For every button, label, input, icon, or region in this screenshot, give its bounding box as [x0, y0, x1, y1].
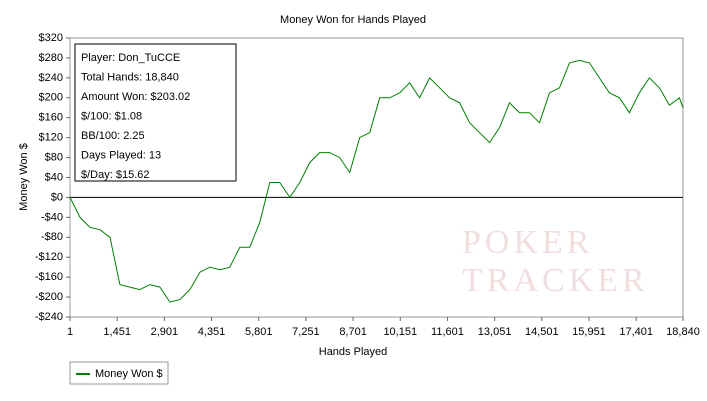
y-tick-label: $0 [51, 191, 63, 203]
series-line [69, 59, 684, 303]
info-line: $/100: $1.08 [81, 110, 142, 122]
x-tick-label: 10,151 [383, 326, 417, 338]
x-tick-label: 11,601 [431, 326, 464, 338]
x-tick-label: 13,051 [478, 326, 512, 338]
x-tick-label: 1 [67, 326, 73, 338]
x-tick-label: 18,840 [666, 326, 700, 338]
y-tick-label: $240 [39, 72, 63, 84]
y-tick-label: -$200 [35, 291, 63, 303]
info-line: $/Day: $15.62 [81, 169, 150, 181]
y-tick-label: $40 [45, 171, 63, 183]
y-tick-label: -$40 [41, 211, 63, 223]
y-tick-label: -$80 [41, 231, 63, 243]
info-line: BB/100: 2.25 [81, 130, 145, 142]
x-tick-label: 5,801 [245, 326, 273, 338]
x-tick-label: 4,351 [198, 326, 226, 338]
x-axis-label: Hands Played [319, 346, 388, 358]
y-tick-label: -$120 [35, 251, 63, 263]
y-tick-label: $320 [39, 32, 63, 44]
x-tick-label: 1,451 [103, 326, 131, 338]
y-tick-label: -$240 [35, 311, 63, 323]
chart-title: Money Won for Hands Played [280, 14, 426, 26]
y-tick-label: $120 [39, 132, 63, 144]
x-tick-label: 2,901 [151, 326, 179, 338]
y-axis-label: Money Won $ [18, 143, 30, 211]
legend-box [69, 361, 169, 385]
info-line: Total Hands: 18,840 [81, 71, 179, 83]
info-line: Days Played: 13 [81, 149, 161, 161]
watermark: TRACKER [462, 262, 649, 299]
info-box [74, 43, 237, 182]
watermark: POKER [462, 224, 593, 261]
x-tick-label: 17,401 [619, 326, 653, 338]
y-tick-label: -$160 [35, 271, 63, 283]
y-tick-label: $80 [45, 151, 63, 163]
info-line: Amount Won: $203.02 [81, 91, 190, 103]
y-tick-label: $160 [39, 112, 63, 124]
info-line: Player: Don_TuCCE [81, 52, 180, 64]
x-tick-label: 15,951 [572, 326, 606, 338]
legend-label: Money Won $ [95, 368, 163, 380]
y-tick-label: $200 [39, 92, 63, 104]
y-tick-label: $280 [39, 52, 63, 64]
x-tick-label: 7,251 [292, 326, 320, 338]
x-tick-label: 8,701 [339, 326, 367, 338]
x-tick-label: 14,501 [525, 326, 559, 338]
